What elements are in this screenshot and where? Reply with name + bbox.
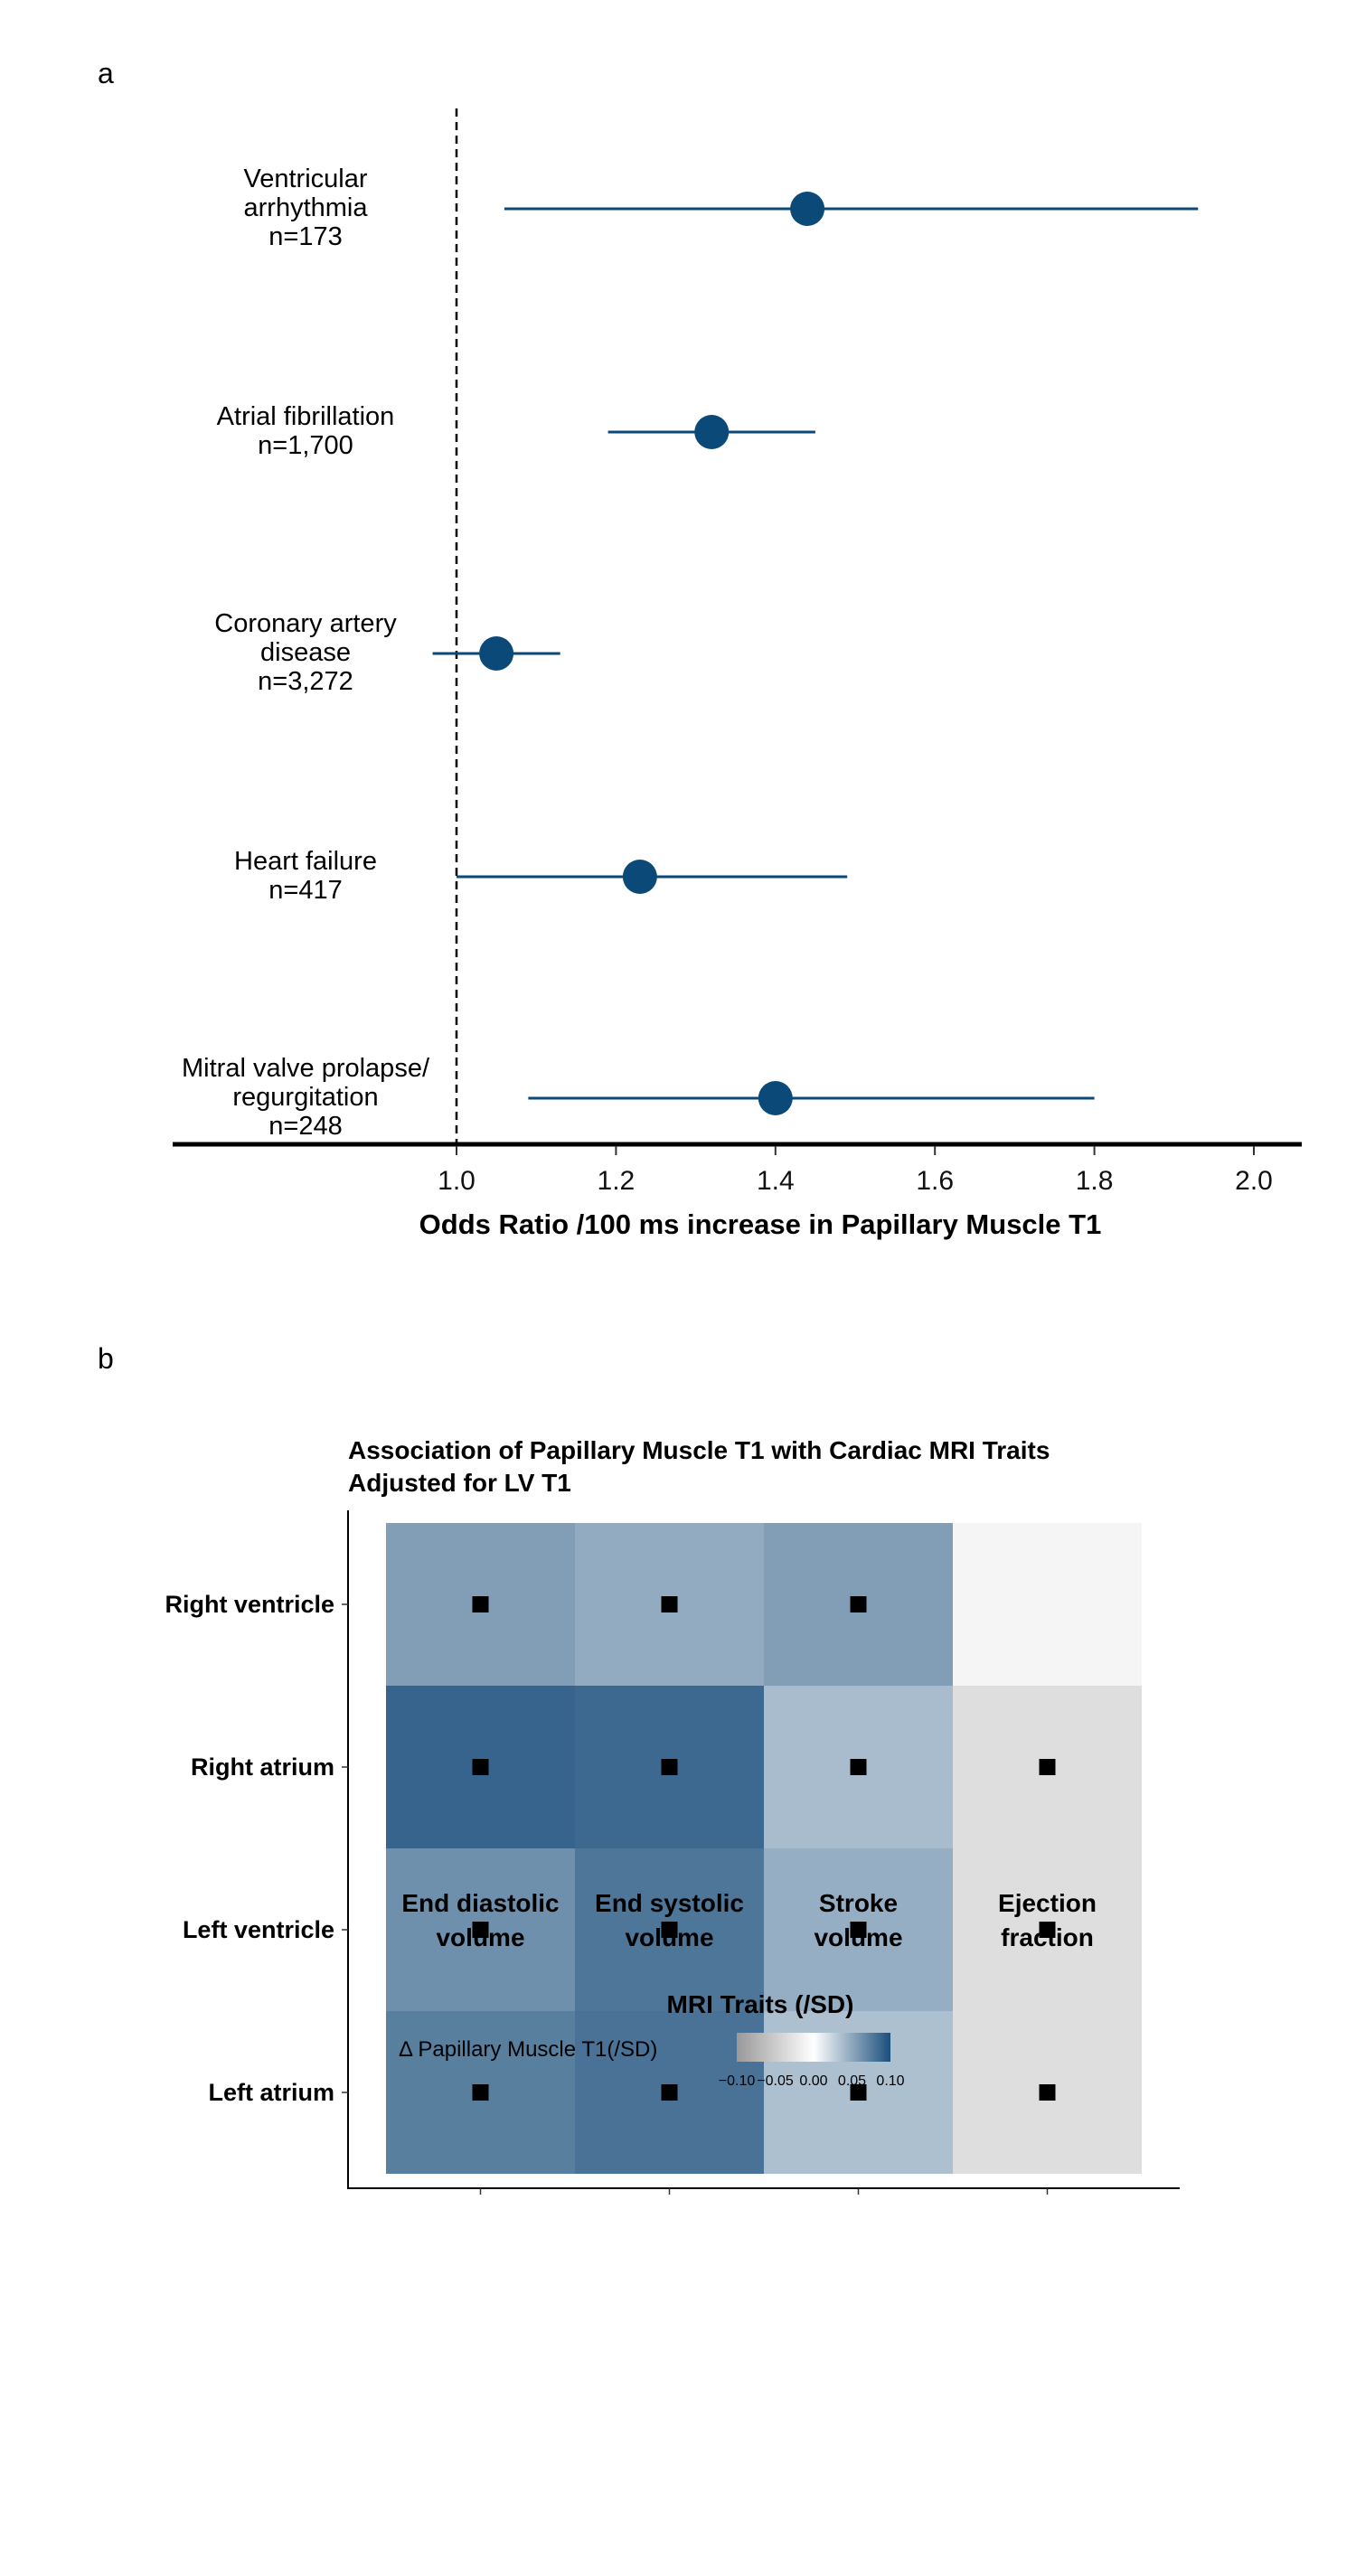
row-label: Coronary artery — [214, 609, 397, 638]
column-label: volume — [814, 1923, 902, 1951]
panel-label-a: a — [98, 57, 114, 89]
x-tick-label: 1.2 — [598, 1166, 636, 1196]
legend-ticks: −0.10 −0.05 0.00 0.05 0.10 — [719, 2073, 905, 2089]
significance-marker — [850, 2084, 867, 2101]
column-label: volume — [436, 1923, 524, 1951]
significance-marker — [850, 1922, 867, 1938]
legend-tick-label: −0.10 — [719, 2073, 756, 2089]
row-label: Right ventricle — [165, 1591, 334, 1618]
point-estimate — [758, 1081, 793, 1115]
row-label: regurgitation — [232, 1083, 378, 1112]
significance-marker — [1039, 1922, 1056, 1938]
row-label: Atrial fibrillation — [217, 402, 395, 431]
column-label: Stroke — [819, 1889, 898, 1917]
row-label: n=1,700 — [258, 431, 353, 460]
row-label: Heart failure — [234, 847, 377, 876]
x-tick-label: 1.4 — [757, 1166, 795, 1196]
legend-tick-label: 0.00 — [799, 2073, 827, 2089]
row-label: Ventricular — [243, 165, 367, 193]
legend-title: Δ Papillary Muscle T1(/SD) — [399, 2037, 657, 2062]
x-tick-label: 1.0 — [438, 1166, 476, 1196]
point-estimate — [790, 192, 825, 226]
x-tick-label: 2.0 — [1235, 1166, 1273, 1196]
column-label: volume — [625, 1923, 713, 1951]
row-label: n=173 — [268, 222, 342, 251]
row-label: arrhythmia — [244, 193, 369, 222]
legend-tick-label: 0.05 — [838, 2073, 866, 2089]
significance-marker — [1039, 2084, 1056, 2101]
significance-marker — [661, 1759, 678, 1775]
significance-marker — [850, 1596, 867, 1612]
significance-marker — [472, 2084, 489, 2101]
significance-marker — [661, 2084, 678, 2101]
legend-tick-label: 0.10 — [876, 2073, 904, 2089]
significance-marker — [472, 1759, 489, 1775]
significance-marker — [850, 1759, 867, 1775]
forest-plot: 1.0 1.2 1.4 1.6 1.8 2.0Ventriculararrhythmian… — [173, 108, 1302, 1196]
row-label: Right atrium — [191, 1753, 334, 1781]
legend-colorbar — [737, 2033, 890, 2062]
significance-marker — [661, 1922, 678, 1938]
x-tick-label: 1.6 — [916, 1166, 954, 1196]
point-estimate — [694, 415, 730, 449]
row-label: n=3,272 — [258, 667, 353, 696]
column-label: End diastolic — [401, 1889, 559, 1917]
column-label: fraction — [1001, 1923, 1094, 1951]
row-label: Mitral valve prolapse/ — [182, 1054, 430, 1083]
heatmap-x-axis-title: MRI Traits (/SD) — [667, 1990, 854, 2018]
point-estimate — [622, 860, 657, 894]
significance-marker — [1039, 1759, 1056, 1775]
forest-x-axis-title: Odds Ratio /100 ms increase in Papillary… — [419, 1208, 1102, 1240]
row-label: Left atrium — [208, 2079, 334, 2106]
column-label: End systolic — [595, 1889, 744, 1917]
heatmap-title-line2: Adjusted for LV T1 — [348, 1469, 571, 1497]
row-label: n=417 — [268, 876, 342, 905]
x-tick-label: 1.8 — [1076, 1166, 1114, 1196]
point-estimate — [479, 636, 514, 671]
significance-marker — [472, 1922, 489, 1938]
heatmap: Right ventricle Right atrium Left ventricl… — [165, 1510, 1180, 2195]
column-label: Ejection — [998, 1889, 1097, 1917]
legend-tick-label: −0.05 — [757, 2073, 794, 2089]
row-label: disease — [260, 638, 351, 667]
significance-marker — [661, 1596, 678, 1612]
panel-label-b: b — [98, 1342, 114, 1375]
significance-marker — [472, 1596, 489, 1612]
row-label: Left ventricle — [183, 1916, 334, 1943]
row-label: n=248 — [268, 1112, 342, 1141]
heatmap-title-line1: Association of Papillary Muscle T1 with … — [348, 1436, 1050, 1464]
heatmap-cell — [953, 1523, 1142, 1686]
